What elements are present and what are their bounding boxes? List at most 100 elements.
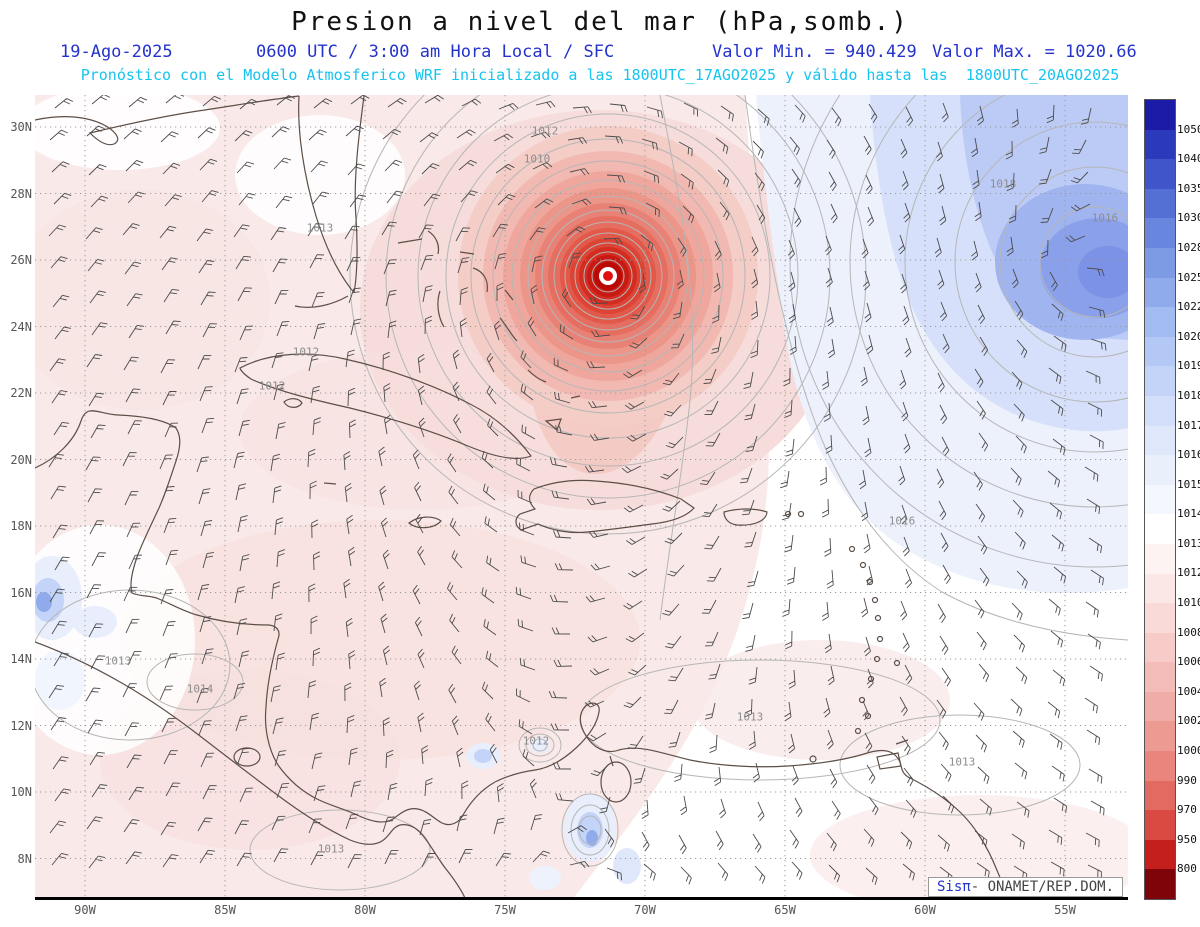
contour-value-label: 1012 [292, 345, 320, 359]
hispaniola [515, 479, 695, 534]
colorbar-tick-label: 1016 [1177, 448, 1200, 462]
colorbar-segment [1145, 780, 1175, 811]
wind-barbs [48, 95, 1107, 885]
colorbar-tick-label: 1028 [1177, 240, 1200, 254]
lon-tick-label: 75W [494, 903, 516, 917]
florida-keys [294, 295, 349, 308]
lat-tick-label: 20N [10, 452, 32, 467]
max-value-label: Valor Max. = 1020.66 [932, 42, 1137, 62]
credit-system: Sisπ [937, 879, 971, 895]
colorbar-tick-label: 1013 [1177, 536, 1200, 550]
lat-tick-label: 26N [10, 253, 32, 267]
colorbar-tick-label: 1020 [1177, 329, 1200, 343]
colorbar-segment [1145, 632, 1175, 663]
colorbar-tick-label: 990 [1177, 773, 1197, 787]
colorbar-segment [1145, 662, 1175, 692]
hurricane-low-center [458, 126, 758, 475]
lon-tick-label: 70W [634, 903, 656, 917]
contour-value-label: 1013 [948, 755, 976, 769]
colorbar-segment [1145, 543, 1175, 574]
colorbar-segment [1145, 366, 1175, 396]
colorbar-segment [1145, 277, 1175, 308]
lat-tick-label: 22N [10, 386, 32, 400]
colorbar-segment [1145, 247, 1175, 278]
contour-value-label: 1014 [186, 682, 214, 696]
pressure-shading [35, 95, 1128, 900]
colorbar-segment [1145, 484, 1175, 515]
contour-value-label: 1016 [888, 514, 916, 528]
colorbar-segment [1145, 307, 1175, 337]
lat-tick-label: 30N [10, 120, 32, 134]
lon-tick-label: 90W [74, 903, 96, 917]
colorbar-segment [1145, 455, 1175, 485]
colorbar-segment [1145, 188, 1175, 219]
colorbar-tick-label: 1035 [1177, 181, 1200, 195]
lon-tick-label: 60W [914, 903, 936, 917]
colorbar-tick-label: 1012 [1177, 566, 1200, 580]
lat-tick-label: 8N [17, 851, 32, 866]
colorbar-segment [1145, 159, 1175, 189]
colorbar-tick-label: 1022 [1177, 300, 1200, 314]
pacific-coast [35, 641, 467, 900]
colorbar-tick-label: 1010 [1177, 596, 1200, 610]
lat-tick-label: 24N [10, 319, 32, 334]
colorbar-segment [1145, 573, 1175, 604]
colorbar-segment [1145, 218, 1175, 248]
lon-tick-label: 80W [354, 903, 376, 917]
colorbar-tick-label: 1040 [1177, 152, 1200, 166]
credit-badge: Sisπ- ONAMET/REP.DOM. [928, 877, 1124, 897]
lat-tick-label: 16N [10, 585, 32, 600]
wind-barb-field [48, 95, 1107, 885]
colorbar-segment [1145, 721, 1175, 752]
colorbar-segment [1145, 839, 1175, 870]
cuba [239, 353, 532, 459]
lake-maracaibo [600, 761, 632, 803]
contour-value-label: 1013 [736, 710, 764, 724]
colorbar-segment [1145, 100, 1175, 130]
colorbar-tick-label: 1000 [1177, 744, 1200, 758]
colorbar-tick-label: 1002 [1177, 714, 1200, 728]
colorbar-tick-label: 1008 [1177, 625, 1200, 639]
colorbar-tick-label: 950 [1177, 832, 1197, 846]
colorbar-tick-label: 1014 [1177, 507, 1200, 521]
colorbar-tick-label: 1019 [1177, 359, 1200, 373]
contour-value-label: 1013 [306, 221, 334, 235]
gulf-coast [35, 95, 300, 146]
contour-value-label: 1012 [522, 734, 550, 748]
lon-tick-label: 65W [774, 903, 796, 917]
florida-coast [298, 95, 365, 294]
contour-value-label: 1013 [104, 654, 132, 668]
lon-tick-label: 85W [214, 903, 236, 917]
valid-date: 19-Ago-2025 [60, 42, 173, 62]
colorbar-segment [1145, 751, 1175, 781]
colorbar-tick-label: 1004 [1177, 684, 1200, 698]
colorbar-tick-label: 1017 [1177, 418, 1200, 432]
colorbar-tick-label: 1018 [1177, 388, 1200, 402]
lat-tick-label: 28N [10, 186, 32, 201]
contour-value-label: 1013 [317, 842, 345, 856]
colorbar-tick-label: 1025 [1177, 270, 1200, 284]
contour-value-label: 1010 [523, 152, 551, 166]
lat-tick-label: 10N [10, 785, 32, 799]
colorbar-segment [1145, 336, 1175, 367]
colorbar-segment [1145, 129, 1175, 160]
contour-value-label: 1012 [258, 379, 286, 393]
colorbar-segment [1145, 603, 1175, 633]
bahamas [397, 230, 581, 432]
colorbar-segment [1145, 425, 1175, 456]
page-title: Presion a nivel del mar (hPa,somb.) [291, 7, 909, 37]
colorbar [1144, 99, 1176, 900]
cayman-islands [323, 482, 337, 485]
lake-nicaragua [233, 747, 261, 767]
contour-value-label: 1016 [1091, 211, 1119, 225]
lat-tick-label: 12N [10, 718, 32, 733]
model-info-line: Pronóstico con el Modelo Atmosferico WRF… [80, 66, 1120, 84]
min-value-label: Valor Min. = 940.429 [712, 42, 917, 62]
lon-tick-label: 55W [1054, 903, 1076, 917]
lat-tick-label: 18N [10, 519, 32, 533]
map-bottom-frame [35, 897, 1128, 900]
colorbar-segment [1145, 395, 1175, 426]
credit-org: - ONAMET/REP.DOM. [970, 879, 1115, 895]
